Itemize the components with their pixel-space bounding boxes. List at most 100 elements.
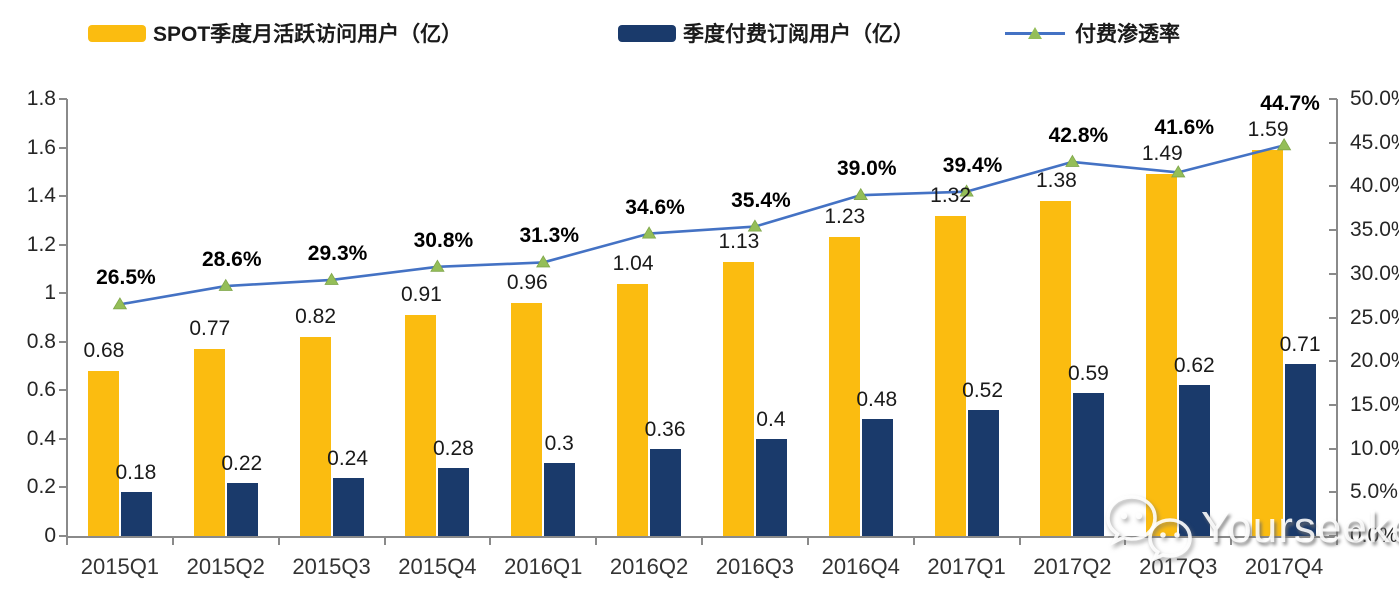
x-axis-tick xyxy=(912,538,915,545)
right-axis-tick-label: 30.0% xyxy=(1350,261,1399,285)
penetration-pct-label: 35.4% xyxy=(731,188,791,212)
penetration-pct-label: 30.8% xyxy=(413,228,474,252)
subs-value-label: 0.48 xyxy=(856,388,898,412)
mau-value-label: 1.23 xyxy=(824,205,866,229)
left-axis-tick-label: 1.4 xyxy=(26,184,56,208)
mau-value-label: 0.96 xyxy=(506,270,548,294)
mau-value-label: 0.77 xyxy=(189,317,231,341)
penetration-line xyxy=(119,144,1285,306)
mau-legend-swatch xyxy=(88,24,146,42)
left-axis-tick xyxy=(59,389,67,392)
triangle-marker-icon xyxy=(641,226,657,239)
x-axis-tick xyxy=(806,538,809,545)
penetration-pct-label: 39.0% xyxy=(836,157,897,181)
x-axis-category-label: 2015Q2 xyxy=(186,554,265,579)
mau-value-label: 1.32 xyxy=(930,183,972,207)
subs-value-label: 0.24 xyxy=(327,446,369,470)
mau-bar xyxy=(934,215,966,536)
left-axis-tick xyxy=(59,437,67,440)
subs-value-label: 0.59 xyxy=(1067,361,1109,385)
mau-value-label: 1.49 xyxy=(1141,142,1183,166)
x-axis-category-label: 2016Q3 xyxy=(715,554,795,579)
triangle-marker-icon xyxy=(324,272,339,285)
left-axis-tick-label: 0.6 xyxy=(26,378,56,402)
left-axis-tick-label: 1.2 xyxy=(26,232,56,256)
right-axis-tick-label: 5.0% xyxy=(1350,480,1398,504)
x-axis-tick xyxy=(595,538,598,545)
penetration-pct-label: 34.6% xyxy=(625,195,685,219)
subs-bar xyxy=(544,463,576,536)
subs-value-label: 0.3 xyxy=(544,432,574,456)
right-axis-tick xyxy=(1329,447,1337,450)
x-axis-category-label: 2015Q3 xyxy=(292,554,371,579)
left-axis-tick xyxy=(59,340,67,343)
x-axis-category-label: 2016Q2 xyxy=(609,554,689,579)
mau-legend-label: SPOT季度月活跃访问用户（亿） xyxy=(153,23,463,46)
left-axis-tick-label: 1.8 xyxy=(26,87,56,110)
subs-value-label: 0.52 xyxy=(962,378,1004,402)
penetration-pct-label: 41.6% xyxy=(1154,116,1215,140)
right-y-axis-line xyxy=(1336,99,1338,538)
subs-value-label: 0.22 xyxy=(221,451,263,475)
left-axis-tick xyxy=(59,486,67,489)
mau-value-label: 0.91 xyxy=(400,283,442,307)
left-axis-tick-label: 1.6 xyxy=(26,135,56,159)
penetration-pct-label: 42.8% xyxy=(1048,123,1109,147)
watermark-text: Yourseeker xyxy=(1201,503,1399,552)
penetration-pct-label: 39.4% xyxy=(942,153,1003,177)
penetration-pct-label: 29.3% xyxy=(307,241,368,265)
x-axis-tick xyxy=(1018,538,1021,545)
mau-bar xyxy=(193,349,225,536)
legend-item-subs: 季度付费订阅用户（亿） xyxy=(618,22,914,46)
x-axis-tick xyxy=(489,538,492,545)
mau-value-label: 1.13 xyxy=(718,229,760,253)
wechat-icon xyxy=(1106,495,1192,563)
left-axis-tick xyxy=(59,243,67,246)
x-axis-tick xyxy=(383,538,386,545)
subs-bar xyxy=(861,419,893,536)
left-axis-tick-label: 0.8 xyxy=(26,329,56,353)
left-axis-tick xyxy=(59,195,67,198)
x-axis-tick xyxy=(1336,538,1338,545)
triangle-marker-icon xyxy=(1065,154,1080,167)
subs-bar xyxy=(438,468,470,536)
right-axis-tick xyxy=(1329,229,1337,232)
x-axis-tick xyxy=(701,538,703,545)
legend-item-penetration: 付费渗透率 xyxy=(1005,22,1180,46)
penetration-pct-label: 28.6% xyxy=(201,248,262,272)
mau-bar xyxy=(617,283,649,536)
mau-bar xyxy=(828,237,860,536)
right-axis-tick xyxy=(1329,272,1337,275)
right-axis-tick-label: 50.0% xyxy=(1350,87,1399,110)
subs-bar xyxy=(1073,392,1105,536)
left-axis-tick xyxy=(59,98,67,100)
right-axis-tick-label: 15.0% xyxy=(1350,392,1399,416)
legend-item-mau: SPOT季度月活跃访问用户（亿） xyxy=(88,22,462,46)
subs-bar xyxy=(967,409,999,536)
x-axis-category-label: 2016Q1 xyxy=(504,554,583,579)
mau-bar xyxy=(87,370,119,536)
right-axis-tick-label: 40.0% xyxy=(1350,174,1399,198)
mau-value-label: 1.59 xyxy=(1247,117,1289,141)
mau-bar xyxy=(405,315,437,536)
mau-value-label: 1.38 xyxy=(1035,168,1077,192)
x-axis-category-label: 2016Q4 xyxy=(821,554,900,579)
triangle-marker-icon xyxy=(112,297,128,310)
subs-bar xyxy=(120,492,152,536)
mau-bar xyxy=(1252,149,1284,536)
mau-value-label: 1.04 xyxy=(612,251,654,275)
subs-value-label: 0.62 xyxy=(1173,354,1215,378)
x-axis-tick xyxy=(171,538,174,545)
subs-bar xyxy=(1179,385,1211,536)
mau-bar xyxy=(511,302,543,536)
left-axis-tick-label: 0 xyxy=(44,524,56,547)
left-axis-tick-label: 0.2 xyxy=(26,475,56,499)
subs-value-label: 0.28 xyxy=(432,437,474,461)
right-axis-tick-label: 20.0% xyxy=(1350,349,1399,373)
triangle-marker-icon xyxy=(853,187,868,201)
penetration-pct-label: 31.3% xyxy=(519,224,580,248)
penetration-pct-label: 26.5% xyxy=(96,266,156,290)
subs-bar xyxy=(1285,363,1317,536)
triangle-marker-icon xyxy=(1028,26,1042,39)
triangle-marker-icon xyxy=(430,259,445,272)
